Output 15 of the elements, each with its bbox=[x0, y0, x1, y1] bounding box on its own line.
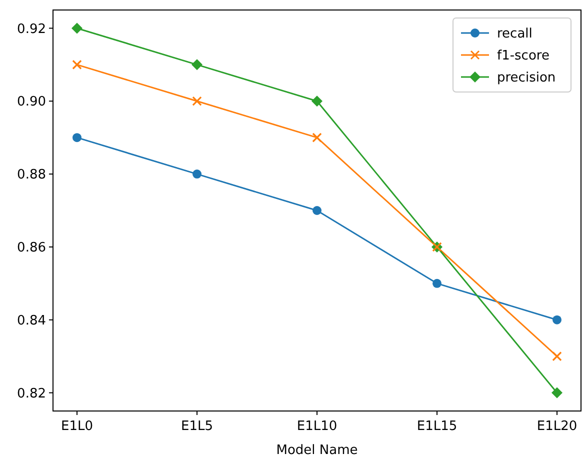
x-tick-label: E1L15 bbox=[416, 419, 458, 434]
legend-label: recall bbox=[497, 26, 532, 42]
x-tick-label: E1L5 bbox=[181, 419, 213, 434]
y-tick-label: 0.88 bbox=[17, 168, 46, 183]
legend-label: f1-score bbox=[497, 48, 550, 64]
y-tick-label: 0.90 bbox=[17, 94, 46, 110]
x-tick-label: E1L0 bbox=[61, 419, 93, 434]
y-tick-label: 0.92 bbox=[17, 22, 46, 37]
x-tick-label: E1L20 bbox=[536, 419, 578, 434]
x-tick-label: E1L10 bbox=[296, 419, 338, 434]
legend-label: precision bbox=[497, 70, 556, 86]
y-tick-label: 0.84 bbox=[17, 313, 46, 328]
y-tick-label: 0.82 bbox=[17, 386, 46, 402]
x-axis-title: Model Name bbox=[276, 443, 358, 458]
y-tick-label: 0.86 bbox=[17, 240, 46, 256]
